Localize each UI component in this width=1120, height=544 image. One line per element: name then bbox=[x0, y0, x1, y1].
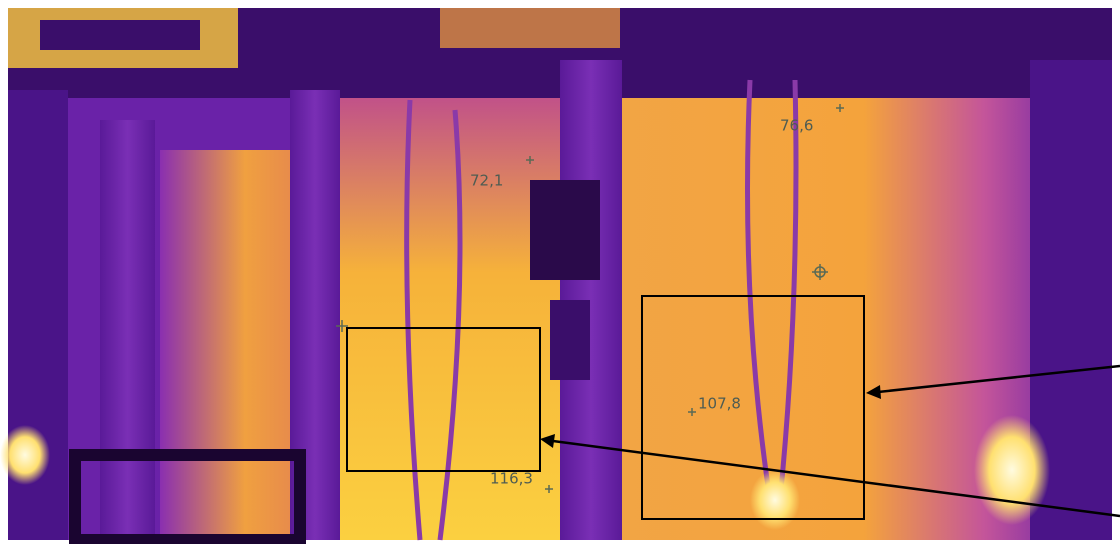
temperature-label: 76,6 bbox=[780, 117, 813, 135]
thermal-image: 72,1 76,6 107,8 116,3 bbox=[0, 0, 1120, 544]
scene bbox=[0, 8, 1112, 540]
temperature-label: 116,3 bbox=[490, 470, 533, 488]
temperature-label: 72,1 bbox=[470, 172, 503, 190]
page: 72,1 76,6 107,8 116,3 (() => { const dat… bbox=[0, 0, 1120, 544]
temperature-label: 107,8 bbox=[698, 395, 741, 413]
